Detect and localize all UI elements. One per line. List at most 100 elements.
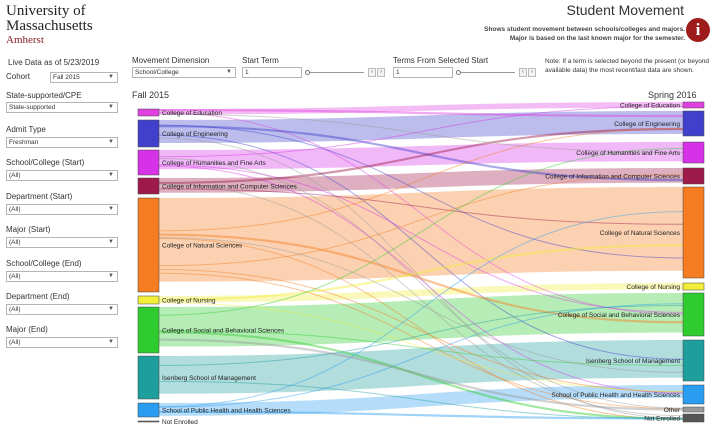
cross-flow[interactable] [158,113,684,153]
left-node[interactable] [137,149,160,176]
cross-flow[interactable] [158,164,684,313]
cross-flow[interactable] [158,148,684,316]
right-node[interactable] [682,406,705,413]
terms-from-prev-button[interactable]: ‹ [519,68,527,77]
right-node-label: College of Engineering [614,121,680,128]
left-node-label: College of Information and Computer Scie… [162,184,298,191]
school-start-select[interactable]: (All) ▼ [6,170,118,181]
cross-flow[interactable] [158,268,684,393]
cross-flow[interactable] [158,410,684,420]
left-node[interactable] [137,306,160,354]
left-node[interactable] [137,119,160,148]
left-node[interactable] [137,197,160,293]
major-start-select[interactable]: (All) ▼ [6,237,118,248]
flow-band[interactable] [159,187,683,282]
dept-start-select[interactable]: (All) ▼ [6,204,118,215]
cross-flow[interactable] [158,134,684,360]
flow-band[interactable] [159,283,683,303]
right-node[interactable] [682,282,705,291]
cross-flow[interactable] [158,211,684,408]
left-node[interactable] [137,295,160,305]
start-term-slider-handle[interactable] [305,70,310,75]
start-term-next-button[interactable]: › [377,68,385,77]
cross-flow[interactable] [158,158,684,409]
cross-flow[interactable] [158,137,684,419]
cross-flow[interactable] [158,338,684,411]
flow-band[interactable] [159,111,683,143]
right-node-label: College of Information and Computer Scie… [545,174,681,181]
terms-from-input[interactable]: 1 [393,67,453,78]
flow-band[interactable] [159,102,683,115]
school-end-select[interactable]: (All) ▼ [6,271,118,282]
cross-flow[interactable] [158,173,684,267]
cross-flow[interactable] [158,108,684,118]
cross-flow[interactable] [158,329,684,366]
start-term-input[interactable]: 1 [242,67,302,78]
state-supported-select[interactable]: State-supported ▼ [6,102,118,113]
cohort-select[interactable]: Fall 2015 ▼ [50,72,118,83]
cross-flow[interactable] [158,304,684,366]
flow-band[interactable] [159,168,683,193]
right-node-label: Other [664,407,681,414]
right-node[interactable] [682,141,705,164]
right-node-label: Not Enrolled [644,416,680,423]
right-node[interactable] [682,413,705,423]
cross-flow[interactable] [158,124,684,259]
right-node[interactable] [682,384,705,405]
start-term-slider-track[interactable] [306,72,364,73]
flow-band[interactable] [159,340,683,394]
left-node[interactable] [137,355,160,400]
flow-band[interactable] [159,142,683,170]
cross-flow[interactable] [158,165,684,394]
terms-from-next-button[interactable]: › [528,68,536,77]
cross-flow[interactable] [158,237,684,420]
chevron-down-icon: ▼ [108,239,114,245]
state-supported-label: State-supported/CPE [6,91,82,100]
cross-flow[interactable] [158,188,684,225]
left-node[interactable] [137,402,160,418]
cross-flow[interactable] [158,183,684,417]
cross-flow[interactable] [158,302,684,392]
chevron-down-icon: ▼ [108,172,114,178]
start-term-prev-button[interactable]: ‹ [368,68,376,77]
left-node[interactable] [137,108,160,117]
right-node[interactable] [682,186,705,279]
cross-flow[interactable] [158,236,684,373]
flow-band[interactable] [159,293,683,347]
left-node-label: Not Enrolled [162,419,198,426]
right-node-label: College of Natural Sciences [600,230,681,237]
terms-from-slider-handle[interactable] [456,70,461,75]
cross-flow[interactable] [158,331,684,420]
logo-line-massachusetts: Massachusetts [6,18,93,34]
cross-flow[interactable] [158,272,684,410]
admit-type-select[interactable]: Freshman ▼ [6,137,118,148]
left-node-label: College of Education [162,110,222,117]
major-start-label: Major (Start) [6,225,51,234]
cross-flow[interactable] [158,303,684,408]
left-node[interactable] [137,420,160,423]
flow-band[interactable] [159,385,683,416]
cross-flow[interactable] [158,128,684,232]
cross-flow[interactable] [158,125,684,182]
movement-dimension-select[interactable]: School/College ▼ [132,67,236,78]
dept-end-select[interactable]: (All) ▼ [6,304,118,315]
major-end-select[interactable]: (All) ▼ [6,337,118,348]
right-node[interactable] [682,167,705,185]
cross-flow[interactable] [158,233,684,324]
start-term-value: 1 [245,69,249,76]
terms-from-slider-track[interactable] [457,72,515,73]
right-node[interactable] [682,339,705,382]
cross-flow[interactable] [158,244,684,301]
school-end-label: School/College (End) [6,259,82,268]
cross-flow[interactable] [158,127,684,185]
right-node[interactable] [682,101,705,109]
cross-flow[interactable] [158,105,684,158]
right-node[interactable] [682,292,705,337]
info-icon[interactable]: i [686,18,710,42]
cross-flow[interactable] [158,112,684,315]
state-supported-value: State-supported [9,104,56,111]
left-node[interactable] [137,177,160,195]
cross-flow[interactable] [158,380,684,420]
movement-dimension-value: School/College [135,69,179,76]
right-node[interactable] [682,110,705,137]
